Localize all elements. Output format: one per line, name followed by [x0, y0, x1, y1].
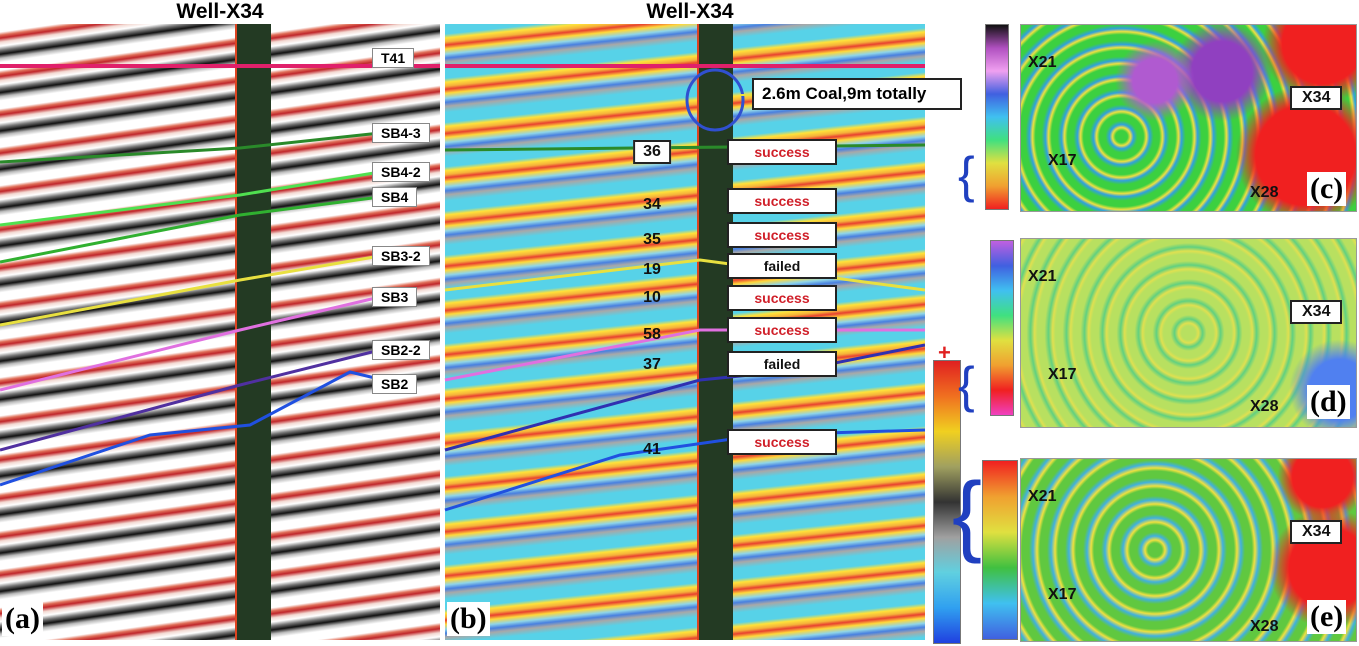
test-result: failed: [727, 253, 837, 279]
horizon-line: [0, 131, 381, 164]
horizon-line: [0, 170, 381, 227]
horizon-line: [0, 370, 401, 487]
well-name: X21: [1028, 488, 1057, 505]
test-result: success: [727, 188, 837, 214]
well-name: X28: [1250, 184, 1279, 201]
horizon-label: SB4-3: [372, 123, 430, 143]
horizon-line: [0, 295, 381, 392]
horizon-label: SB4: [372, 187, 418, 207]
horizon-line: [0, 195, 381, 264]
colorbar-sign: +: [938, 340, 951, 365]
horizon-label: SB3-2: [372, 246, 430, 266]
brace: {: [952, 465, 983, 565]
brace: {: [958, 357, 975, 413]
test-result: success: [727, 139, 837, 165]
horizon-label: SB2-2: [372, 340, 430, 360]
well-name: X34: [1290, 300, 1343, 324]
zone-number: 37: [643, 356, 661, 373]
horizon-line: [444, 343, 925, 452]
callout: 2.6m Coal,9m totally: [752, 78, 962, 110]
horizon-label: SB3: [372, 287, 418, 307]
test-result: success: [727, 285, 837, 311]
well-name: X28: [1250, 618, 1279, 635]
horizon-label: T41: [372, 48, 415, 68]
panel-label: (a): [2, 602, 43, 636]
colorbar: [933, 360, 961, 644]
seismic-section: [0, 24, 440, 640]
colorbar: [990, 240, 1014, 416]
colorbar: [982, 460, 1018, 640]
horizons: [0, 64, 925, 512]
well-name: X21: [1028, 268, 1057, 285]
panel-label: (c): [1307, 172, 1347, 206]
attribute-map: [1020, 238, 1357, 428]
well-name: X17: [1048, 586, 1077, 603]
coal-marker: [685, 68, 745, 132]
zone-number: 41: [643, 441, 661, 458]
zone-number: 35: [643, 231, 661, 248]
well-name: X21: [1028, 54, 1057, 71]
panel-label: (d): [1307, 385, 1350, 419]
test-result: success: [727, 222, 837, 248]
zone-number: 10: [643, 289, 661, 306]
zone-number: 34: [643, 196, 661, 213]
panel-title: Well-X34: [646, 0, 734, 23]
zone-number: 36: [633, 140, 671, 164]
horizon-label: SB4-2: [372, 162, 430, 182]
attribute-map: [1020, 24, 1357, 212]
well-name: X28: [1250, 398, 1279, 415]
horizon-line: [0, 348, 381, 452]
panel-title: Well-X34: [176, 0, 264, 23]
panel-label: (e): [1307, 600, 1347, 634]
horizon-line: [0, 254, 381, 327]
horizon-line: [444, 258, 925, 292]
horizon-label: SB2: [372, 374, 418, 394]
well-name: X17: [1048, 152, 1077, 169]
colorbar: [985, 24, 1009, 210]
horizon-line: [444, 143, 925, 152]
well-name: X34: [1290, 520, 1343, 544]
well-name: X17: [1048, 366, 1077, 383]
horizon-line: [444, 428, 925, 512]
test-result: failed: [727, 351, 837, 377]
horizon-line: [444, 328, 925, 382]
well-name: X34: [1290, 86, 1343, 110]
test-result: success: [727, 429, 837, 455]
zone-number: 19: [643, 261, 661, 278]
panel-label: (b): [447, 602, 490, 636]
attribute-map: [1020, 458, 1357, 642]
brace: {: [958, 147, 975, 203]
zone-number: 58: [643, 326, 661, 343]
test-result: success: [727, 317, 837, 343]
